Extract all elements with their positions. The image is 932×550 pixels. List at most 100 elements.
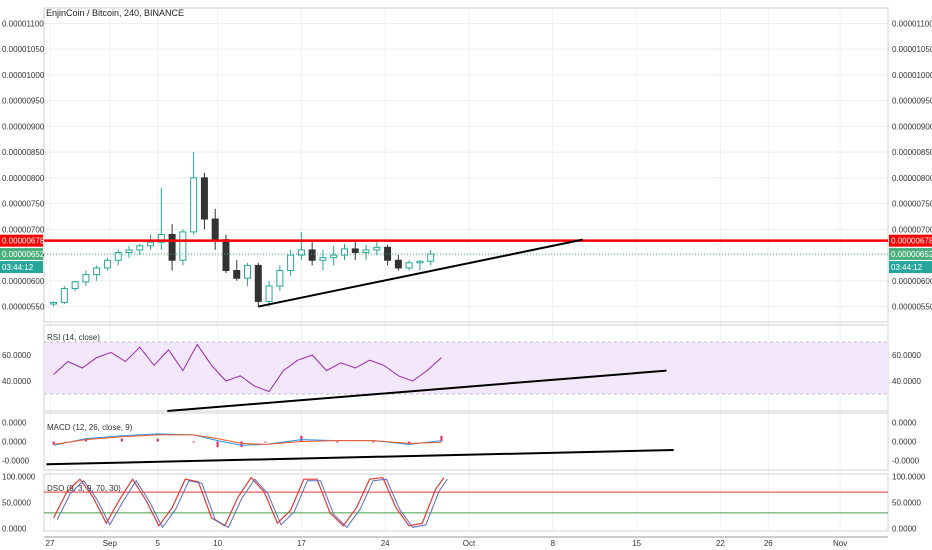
- macd-hist-bar: [372, 441, 375, 443]
- price-tick-right: 0.00001100: [892, 19, 932, 28]
- price-panel-frame: [43, 7, 889, 323]
- candle-body: [157, 233, 165, 243]
- rsi-trendline: [167, 369, 667, 412]
- price-tick-right: 0.00000750: [892, 200, 932, 209]
- resistance-tag-left-bg: [0, 234, 43, 247]
- candle-body: [71, 281, 79, 290]
- price-tick-right: 0.00001000: [892, 71, 932, 80]
- price-tick-left: 0.00000750: [2, 200, 45, 209]
- candle-body: [114, 252, 122, 261]
- countdown-tag-left-bg: [0, 261, 43, 274]
- macd-tick-right: 0.0000: [892, 438, 917, 447]
- macd-tick-right: -0.0000: [892, 457, 920, 466]
- time-tick-label: 22: [716, 539, 725, 548]
- candle-body: [330, 254, 338, 259]
- rsi-line: [53, 343, 442, 393]
- last-price-tag-left: 0.00000652: [2, 250, 45, 259]
- stoch-tick-right: 100.0000: [892, 473, 926, 482]
- price-tick-left: 0.00001000: [2, 71, 45, 80]
- countdown-tag-right: 03:44:12: [891, 263, 923, 272]
- candle-body: [125, 249, 133, 254]
- candle-body: [244, 264, 252, 279]
- stoch-tick-right: 50.0000: [892, 499, 921, 508]
- time-tick-label: 5: [156, 539, 161, 548]
- resistance-tag-left: 0.00000678: [2, 237, 45, 246]
- candle-body: [211, 218, 219, 241]
- resistance-tag-right: 0.00000678: [891, 237, 932, 246]
- price-tick-left: 0.00000600: [2, 277, 45, 286]
- macd-hist-bar: [216, 441, 219, 448]
- macd-hist-bar: [300, 435, 303, 442]
- macd-legend: MACD (12, 26, close, 9): [47, 423, 133, 432]
- candle-body: [265, 285, 273, 302]
- candle-body: [297, 249, 305, 256]
- last-price-tag-right-bg: [889, 248, 932, 261]
- candle-body: [233, 270, 241, 279]
- last-price-tag-right: 0.00000652: [891, 250, 932, 259]
- price-tick-left: 0.00000850: [2, 148, 45, 157]
- candle-body: [222, 239, 230, 272]
- macd-hist-bar: [240, 441, 243, 448]
- last-price-tag-left-bg: [0, 248, 43, 261]
- macd-hist-bar: [120, 438, 123, 442]
- stoch-legend: DSO (9, 3, 9, 70, 30): [47, 484, 121, 493]
- time-tick-label: 15: [632, 539, 641, 548]
- stoch-panel-frame: [43, 473, 889, 532]
- candle-body: [190, 177, 198, 233]
- price-tick-right: 0.00001050: [892, 45, 932, 54]
- macd-tick-left: 0.0000: [2, 438, 27, 447]
- rsi-tick-right: 40.0000: [892, 377, 921, 386]
- candle-body: [405, 262, 413, 269]
- candle-body: [50, 301, 58, 305]
- price-tick-left: 0.00000700: [2, 225, 45, 234]
- price-tick-left: 0.00001050: [2, 45, 45, 54]
- candle-body: [384, 246, 392, 261]
- time-tick-label: 10: [213, 539, 222, 548]
- price-tick-right: 0.00000950: [892, 97, 932, 106]
- macd-trendline: [46, 449, 674, 466]
- candle-body: [340, 248, 348, 256]
- candle-body: [308, 249, 316, 261]
- price-tick-left: 0.00000800: [2, 174, 45, 183]
- macd-hist-bar: [336, 441, 339, 443]
- resistance-tag-right-bg: [889, 234, 932, 247]
- price-tick-left: 0.00000950: [2, 97, 45, 106]
- candle-body: [362, 249, 370, 254]
- macd-tick-left: 0.0000: [2, 419, 27, 428]
- countdown-tag-left: 03:44:12: [2, 263, 34, 272]
- price-trendline: [258, 238, 583, 308]
- stoch-tick-left: 50.0000: [2, 499, 31, 508]
- price-tick-left: 0.00000900: [2, 122, 45, 131]
- chart-title: EnjinCoin / Bitcoin, 240, BINANCE: [46, 8, 184, 18]
- candle-body: [373, 246, 381, 251]
- macd-hist-bar: [192, 441, 195, 443]
- candle-body: [179, 231, 187, 261]
- candle-body: [93, 267, 101, 276]
- macd-tick-left: -0.0000: [2, 457, 30, 466]
- candle-body: [394, 259, 402, 269]
- candle-body: [103, 259, 111, 269]
- time-tick-label: 26: [764, 539, 773, 548]
- rsi-tick-left: 60.0000: [2, 351, 31, 360]
- rsi-tick-left: 40.0000: [2, 377, 31, 386]
- stoch-k-line: [53, 476, 445, 527]
- candle-body: [319, 257, 327, 261]
- time-tick-label: 8: [551, 539, 556, 548]
- stoch-tick-left: 0.0000: [2, 524, 27, 533]
- price-tick-right: 0.00000900: [892, 122, 932, 131]
- candle-body: [427, 253, 435, 262]
- time-tick-label: 27: [46, 539, 55, 548]
- candle-body: [276, 270, 284, 287]
- price-tick-left: 0.00000550: [2, 303, 45, 312]
- candle-body: [168, 233, 176, 261]
- price-tick-right: 0.00000850: [892, 148, 932, 157]
- time-tick-label: 17: [297, 539, 306, 548]
- macd-hist-bar: [440, 435, 443, 442]
- rsi-legend: RSI (14, close): [47, 333, 100, 342]
- time-tick-label: Nov: [833, 539, 847, 548]
- macd-hist-bar: [156, 438, 159, 442]
- time-tick-label: Oct: [463, 539, 476, 548]
- price-tick-right: 0.00000600: [892, 277, 932, 286]
- rsi-tick-right: 60.0000: [892, 351, 921, 360]
